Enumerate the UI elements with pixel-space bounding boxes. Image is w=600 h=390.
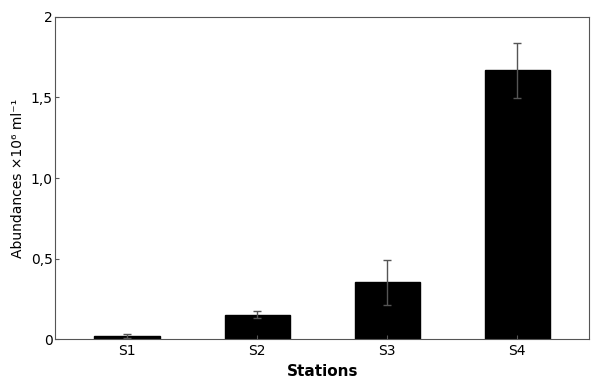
Bar: [485, 70, 550, 339]
Y-axis label: Abundances ×10⁶ ml⁻¹: Abundances ×10⁶ ml⁻¹: [11, 98, 25, 258]
Bar: [355, 282, 420, 339]
Bar: [94, 336, 160, 339]
Bar: [224, 315, 290, 339]
X-axis label: Stations: Stations: [286, 364, 358, 379]
